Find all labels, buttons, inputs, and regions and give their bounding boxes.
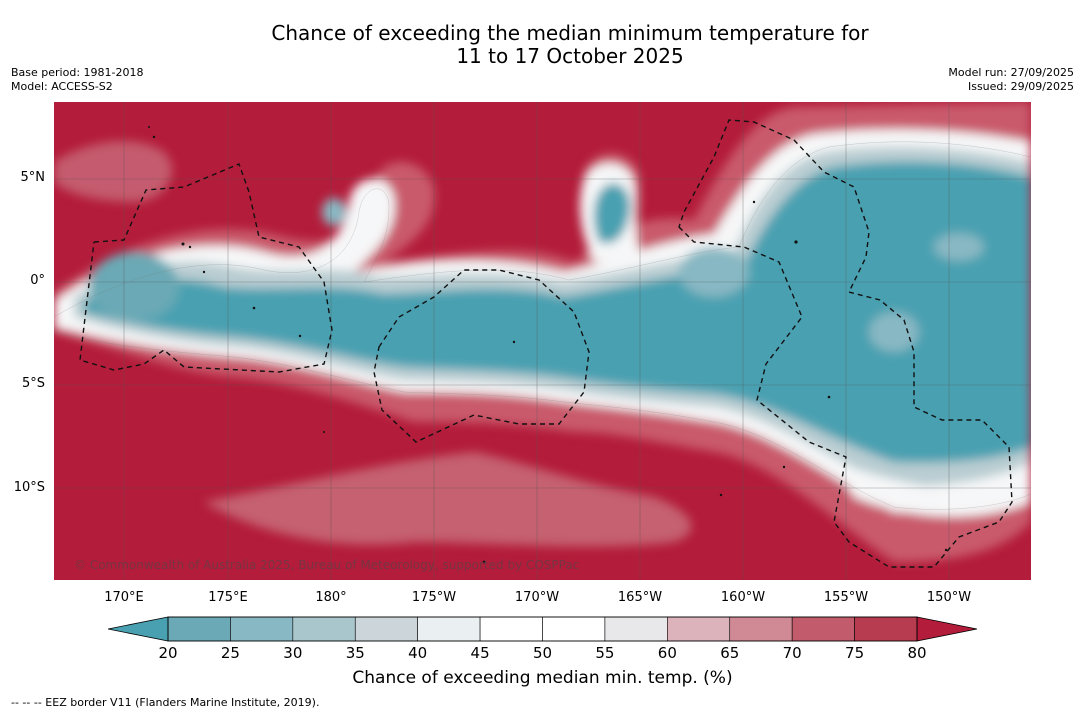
lon-label-150w: 150°W xyxy=(926,590,972,605)
colorbar-tick-label: 25 xyxy=(220,644,240,662)
graticule xyxy=(54,102,1031,580)
colorbar-segment xyxy=(791,616,855,642)
base-period: Base period: 1981-2018 xyxy=(11,66,144,79)
colorbar-segment xyxy=(542,616,606,642)
colorbar-under-arrow xyxy=(108,616,169,642)
contour-lines xyxy=(54,141,1031,510)
lat-label-5s: 5°S xyxy=(21,376,45,391)
lon-label-180: 180° xyxy=(315,590,347,605)
title-line-2: 11 to 17 October 2025 xyxy=(456,44,684,68)
copyright-notice: © Commonwealth of Australia 2025, Bureau… xyxy=(74,558,580,572)
lon-label-160w: 160°W xyxy=(720,590,766,605)
colorbar-label: Chance of exceeding median min. temp. (%… xyxy=(352,668,733,688)
eez-borders xyxy=(79,119,1013,568)
probability-map xyxy=(54,102,1031,580)
meta-right: Model run: 27/09/2025 Issued: 29/09/2025 xyxy=(948,66,1074,94)
colorbar-segment xyxy=(479,616,543,642)
colorbar-segment xyxy=(167,616,231,642)
lat-label-5n: 5°N xyxy=(20,170,46,185)
lon-label-170w: 170°W xyxy=(514,590,560,605)
colorbar-segment xyxy=(230,616,294,642)
colorbar-tick-label: 50 xyxy=(532,644,553,662)
colorbar-tick-label: 35 xyxy=(345,644,365,662)
colorbar-tick-label: 20 xyxy=(158,644,178,662)
lon-label-155w: 155°W xyxy=(823,590,869,605)
colorbar-tick-label: 30 xyxy=(283,644,303,662)
colorbar-segment xyxy=(729,616,793,642)
colorbar-tick-label: 75 xyxy=(845,644,865,662)
colorbar-over-arrow xyxy=(916,616,978,642)
map-panel xyxy=(54,102,1031,580)
meta-left: Base period: 1981-2018 Model: ACCESS-S2 xyxy=(11,66,143,94)
colorbar-segment xyxy=(292,616,356,642)
issued-date: Issued: 29/09/2025 xyxy=(967,80,1074,93)
colorbar-frame xyxy=(167,616,918,642)
model-run: Model run: 27/09/2025 xyxy=(948,66,1074,79)
colorbar-tick-label: 70 xyxy=(782,644,802,662)
colorbar-segment xyxy=(417,616,481,642)
colorbar-segment xyxy=(667,616,731,642)
chart-title: Chance of exceeding the median minimum t… xyxy=(0,22,1085,68)
lat-label-0: 0° xyxy=(30,273,45,288)
lat-label-10s: 10°S xyxy=(13,480,45,495)
colorbar-tick-label: 45 xyxy=(470,644,490,662)
colorbar-segment xyxy=(604,616,668,642)
title-line-1: Chance of exceeding the median minimum t… xyxy=(271,21,869,45)
lon-label-175w: 175°W xyxy=(411,590,457,605)
islands xyxy=(148,126,948,564)
colorbar-tick-label: 55 xyxy=(595,644,615,662)
probability-field xyxy=(54,102,1031,562)
colorbar xyxy=(108,616,978,642)
lon-label-175e: 175°E xyxy=(208,590,248,605)
colorbar-tick-label: 80 xyxy=(907,644,927,662)
eez-legend: -- -- -- EEZ border V11 (Flanders Marine… xyxy=(11,696,320,709)
colorbar-segment xyxy=(354,616,418,642)
lon-label-165w: 165°W xyxy=(617,590,663,605)
colorbar-segment xyxy=(854,616,918,642)
colorbar-tick-label: 60 xyxy=(657,644,677,662)
colorbar-tick-label: 40 xyxy=(408,644,428,662)
colorbar-tick-label: 65 xyxy=(720,644,740,662)
lon-label-170e: 170°E xyxy=(104,590,144,605)
colorbar-segments xyxy=(167,616,918,642)
model-name: Model: ACCESS-S2 xyxy=(11,80,113,93)
